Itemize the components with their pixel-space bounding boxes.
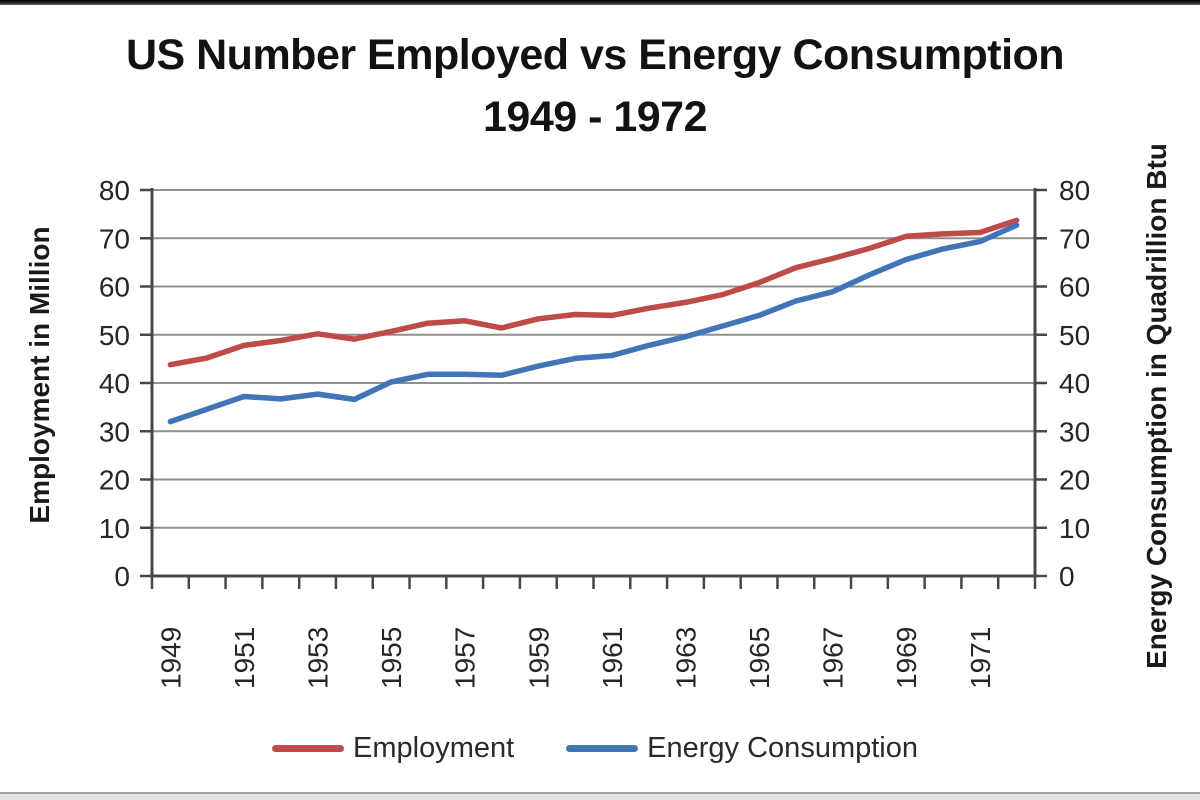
right-axis-tick-label: 0 — [1059, 561, 1075, 592]
x-axis-tick-label: 1971 — [965, 627, 996, 689]
right-axis-tick-label: 70 — [1059, 223, 1090, 254]
x-axis-tick-label: 1955 — [376, 627, 407, 689]
left-axis-tick-label: 40 — [99, 368, 130, 399]
x-axis-tick-label: 1949 — [155, 627, 186, 689]
right-axis-tick-label: 30 — [1059, 416, 1090, 447]
left-axis-tick-label: 10 — [99, 513, 130, 544]
left-axis-tick-label: 30 — [99, 416, 130, 447]
series-line-employment — [167, 217, 1020, 368]
top-letterbox-bar — [0, 0, 1200, 5]
right-axis-tick-label: 60 — [1059, 272, 1090, 303]
left-axis-tick-label: 50 — [99, 320, 130, 351]
left-axis-tick-label: 80 — [99, 175, 130, 206]
energy-consumption-line-swatch — [566, 744, 639, 752]
x-axis-tick-label: 1961 — [597, 627, 628, 689]
x-axis-tick-label: 1969 — [891, 627, 922, 689]
series-line-energy-consumption — [167, 222, 1020, 425]
legend-item-energy-consumption: Energy Consumption — [566, 731, 918, 764]
chart-title-line2: 1949 - 1972 — [482, 93, 708, 141]
x-axis-tick-label: 1953 — [303, 627, 334, 689]
left-axis-tick-label: 60 — [99, 272, 130, 303]
legend: Employment Energy Consumption — [0, 726, 1190, 770]
chart-title-line1: US Number Employed vs Energy Consumption — [125, 31, 1065, 79]
left-axis-tick-label: 70 — [99, 223, 130, 254]
x-axis-tick-label: 1959 — [523, 627, 554, 689]
right-axis-tick-label: 50 — [1059, 320, 1090, 351]
legend-label-employment: Employment — [353, 731, 515, 764]
x-axis-tick-label: 1965 — [744, 627, 775, 689]
x-axis-tick-label: 1967 — [818, 627, 849, 689]
x-axis-tick-label: 1951 — [229, 627, 260, 689]
legend-item-employment: Employment — [272, 731, 515, 764]
x-axis-tick-label: 1963 — [670, 627, 701, 689]
bottom-letterbox-bar — [0, 792, 1200, 800]
left-axis-tick-label: 0 — [114, 561, 130, 592]
left-axis-tick-label: 20 — [99, 465, 130, 496]
right-axis-tick-label: 10 — [1059, 513, 1090, 544]
legend-label-energy-consumption: Energy Consumption — [647, 731, 918, 764]
right-axis-tick-label: 40 — [1059, 368, 1090, 399]
employment-line-swatch — [272, 744, 344, 752]
x-axis-tick-label: 1957 — [450, 627, 481, 689]
right-axis-tick-label: 20 — [1059, 465, 1090, 496]
right-axis-tick-label: 80 — [1059, 175, 1090, 206]
chart-title: US Number Employed vs Energy Consumption… — [0, 24, 1190, 148]
